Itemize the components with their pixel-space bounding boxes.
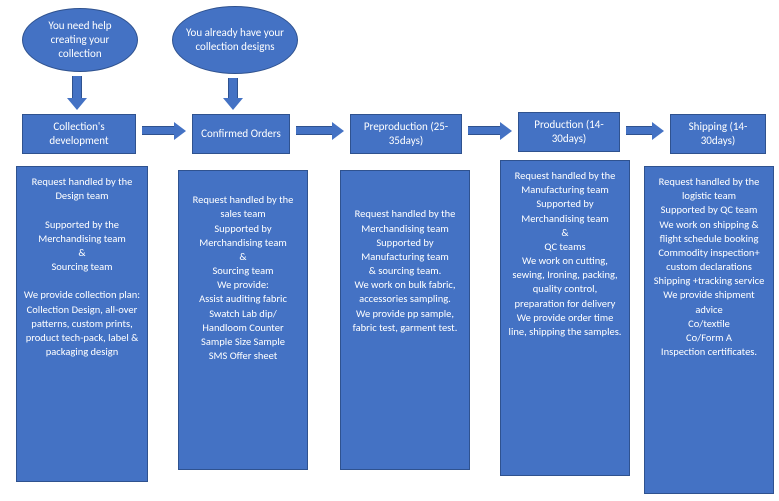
detail-production: Request handled by the Manufacturing tea… (500, 160, 630, 476)
detail-confirmed-orders: Request handled by the sales team Suppor… (178, 170, 308, 470)
stage-confirmed-orders: Confirmed Orders (192, 114, 290, 154)
detail-shipping: Request handled by the logistic team Sup… (644, 166, 774, 494)
stage-production: Production (14-30days) (518, 112, 620, 152)
ellipse-text: You already have your collection designs (183, 26, 287, 54)
stage-label: Collection's development (29, 120, 129, 148)
detail-preproduction: Request handled by the Merchandising tea… (340, 170, 470, 470)
stage-shipping: Shipping (14-30days) (670, 114, 766, 154)
stage-label: Shipping (14-30days) (677, 120, 759, 148)
stage-collection-development: Collection's development (22, 114, 136, 154)
stage-preproduction: Preproduction (25-35days) (350, 114, 462, 154)
stage-label: Production (14-30days) (525, 118, 613, 146)
ellipse-already-have: You already have your collection designs (172, 6, 298, 74)
detail-collection-development: Request handled by the Design team Suppo… (16, 166, 148, 482)
stage-label: Confirmed Orders (201, 127, 281, 141)
ellipse-text: You need help creating your collection (33, 19, 127, 60)
ellipse-need-help: You need help creating your collection (22, 8, 138, 72)
stage-label: Preproduction (25-35days) (357, 120, 455, 148)
